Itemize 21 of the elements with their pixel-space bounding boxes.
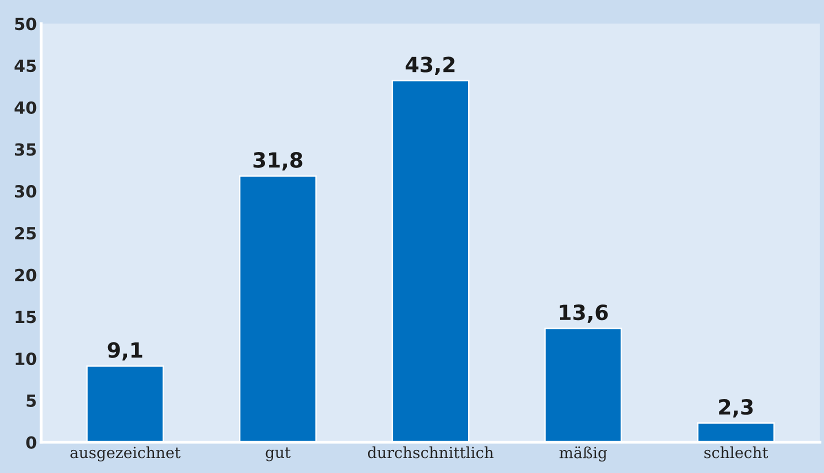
y-tick-label: 25 (15, 226, 36, 240)
y-tick-label: 45 (14, 60, 36, 72)
y-tick-label: 30 (14, 185, 36, 198)
data-label: 31,8 (254, 152, 302, 170)
x-tick-label: schlecht (704, 446, 768, 458)
y-tick-label: 50 (15, 18, 36, 30)
x-tick-label: mäßig (560, 446, 608, 462)
data-label: 2,3 (719, 399, 753, 418)
data-label: 43,2 (406, 56, 454, 76)
y-tick-label: 35 (14, 143, 36, 156)
y-tick-label: 10 (16, 352, 36, 366)
data-label: 9,1 (108, 342, 142, 361)
y-tick-label: 20 (15, 268, 36, 282)
data-label: 13,6 (560, 304, 608, 323)
y-tick-label: 5 (26, 394, 36, 407)
y-tick-label: 0 (26, 436, 36, 449)
x-tick-label: gut (266, 447, 291, 462)
x-tick-label: durchschnittlich (368, 446, 494, 458)
x-tick-label: ausgezeichnet (70, 446, 181, 462)
y-tick-label: 40 (14, 101, 36, 114)
y-tick-label: 15 (16, 310, 36, 324)
